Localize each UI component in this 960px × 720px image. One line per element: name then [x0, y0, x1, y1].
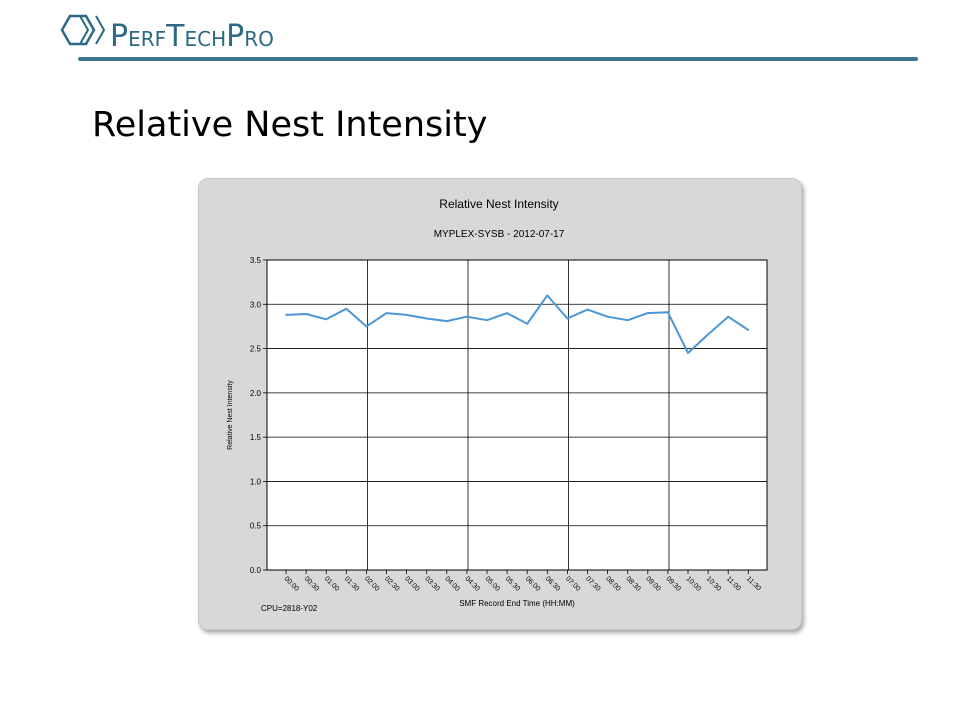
chart-panel: Relative Nest Intensity MYPLEX-SYSB - 20… — [198, 178, 802, 630]
logo-text: PERFTECHPRO — [110, 19, 274, 54]
x-tick-label: 05:30 — [504, 575, 521, 592]
series-line — [285, 294, 749, 354]
x-tick-label: 10:00 — [685, 575, 702, 592]
plot-area — [266, 259, 768, 571]
data-point — [566, 317, 569, 320]
line-chart: Relative Nest Intensity MYPLEX-SYSB - 20… — [227, 197, 768, 613]
data-point — [285, 314, 287, 316]
chart-subtitle: MYPLEX-SYSB - 2012-07-17 — [434, 229, 565, 240]
x-tick-label: 06:00 — [524, 575, 541, 592]
y-tick-label: 2.0 — [250, 389, 262, 398]
data-point — [667, 311, 669, 314]
y-tick-label: 1.5 — [250, 433, 262, 442]
x-tick-label: 00:00 — [283, 575, 300, 592]
data-point — [747, 329, 750, 331]
x-tick-label: 03:00 — [403, 575, 420, 592]
data-point — [345, 307, 348, 310]
data-point — [466, 315, 468, 318]
x-tick-label: 02:30 — [383, 575, 400, 592]
data-point — [687, 352, 689, 354]
y-tick-label: 0.0 — [250, 566, 262, 575]
data-point — [546, 294, 549, 297]
data-point — [526, 322, 528, 325]
x-tick-label: 04:00 — [443, 575, 460, 592]
y-tick-label: 1.0 — [250, 477, 262, 486]
x-tick-label: 03:30 — [423, 575, 440, 592]
y-tick-label: 2.5 — [250, 345, 262, 354]
data-point — [727, 315, 729, 318]
data-point — [506, 312, 508, 314]
x-axis: 00:00 00:30 01:00 01:30 02:00 02:30 03:00 03:30… — [283, 570, 762, 593]
x-tick-label: 05:00 — [484, 575, 501, 592]
x-tick-label: 11:00 — [725, 575, 742, 592]
x-tick-label: 07:00 — [564, 575, 581, 592]
x-tick-label: 09:00 — [644, 575, 661, 592]
data-point — [626, 319, 629, 322]
x-tick-label: 01:30 — [343, 575, 360, 592]
header-rule — [78, 57, 918, 61]
gridlines — [267, 259, 767, 571]
x-tick-label: 09:30 — [664, 575, 681, 592]
data-point — [606, 315, 609, 318]
data-point — [325, 318, 327, 321]
slide-title: Relative Nest Intensity — [92, 105, 488, 145]
x-tick-label: 04:30 — [463, 575, 480, 592]
x-tick-label: 08:30 — [624, 575, 641, 592]
data-point — [446, 320, 448, 322]
x-tick-label: 07:30 — [584, 575, 601, 592]
x-tick-label: 11:30 — [745, 575, 762, 592]
chart-title: Relative Nest Intensity — [439, 197, 558, 211]
data-point — [405, 314, 408, 316]
x-tick-label: 02:00 — [363, 575, 380, 592]
x-tick-label: 01:00 — [323, 575, 340, 592]
data-point — [425, 317, 428, 320]
y-tick-label: 3.5 — [250, 256, 262, 265]
x-axis-label: SMF Record End Time (HH:MM) — [459, 599, 575, 608]
perftechpro-logo: PERFTECHPRO — [60, 14, 274, 54]
data-point — [647, 312, 649, 314]
x-tick-label: 08:00 — [604, 575, 621, 592]
data-point — [707, 333, 709, 336]
chart-footnote: CPU=2818-Y02 — [261, 604, 318, 613]
data-point — [365, 325, 368, 328]
y-axis-label: Relative Nest Intensity — [227, 380, 234, 450]
x-tick-label: 06:30 — [544, 575, 561, 592]
x-tick-label: 00:30 — [303, 575, 320, 592]
y-axis: 0.0 0.5 1.0 1.5 2.0 2.5 3.0 3.5 — [250, 256, 267, 575]
logo-chevrons-icon — [60, 14, 106, 46]
series-group — [285, 294, 750, 354]
data-point — [486, 319, 488, 322]
data-point — [385, 312, 388, 314]
y-tick-label: 3.0 — [250, 300, 262, 309]
data-point — [586, 308, 589, 311]
y-tick-label: 0.5 — [250, 522, 262, 531]
x-tick-label: 10:30 — [705, 575, 722, 592]
data-point — [305, 313, 307, 315]
